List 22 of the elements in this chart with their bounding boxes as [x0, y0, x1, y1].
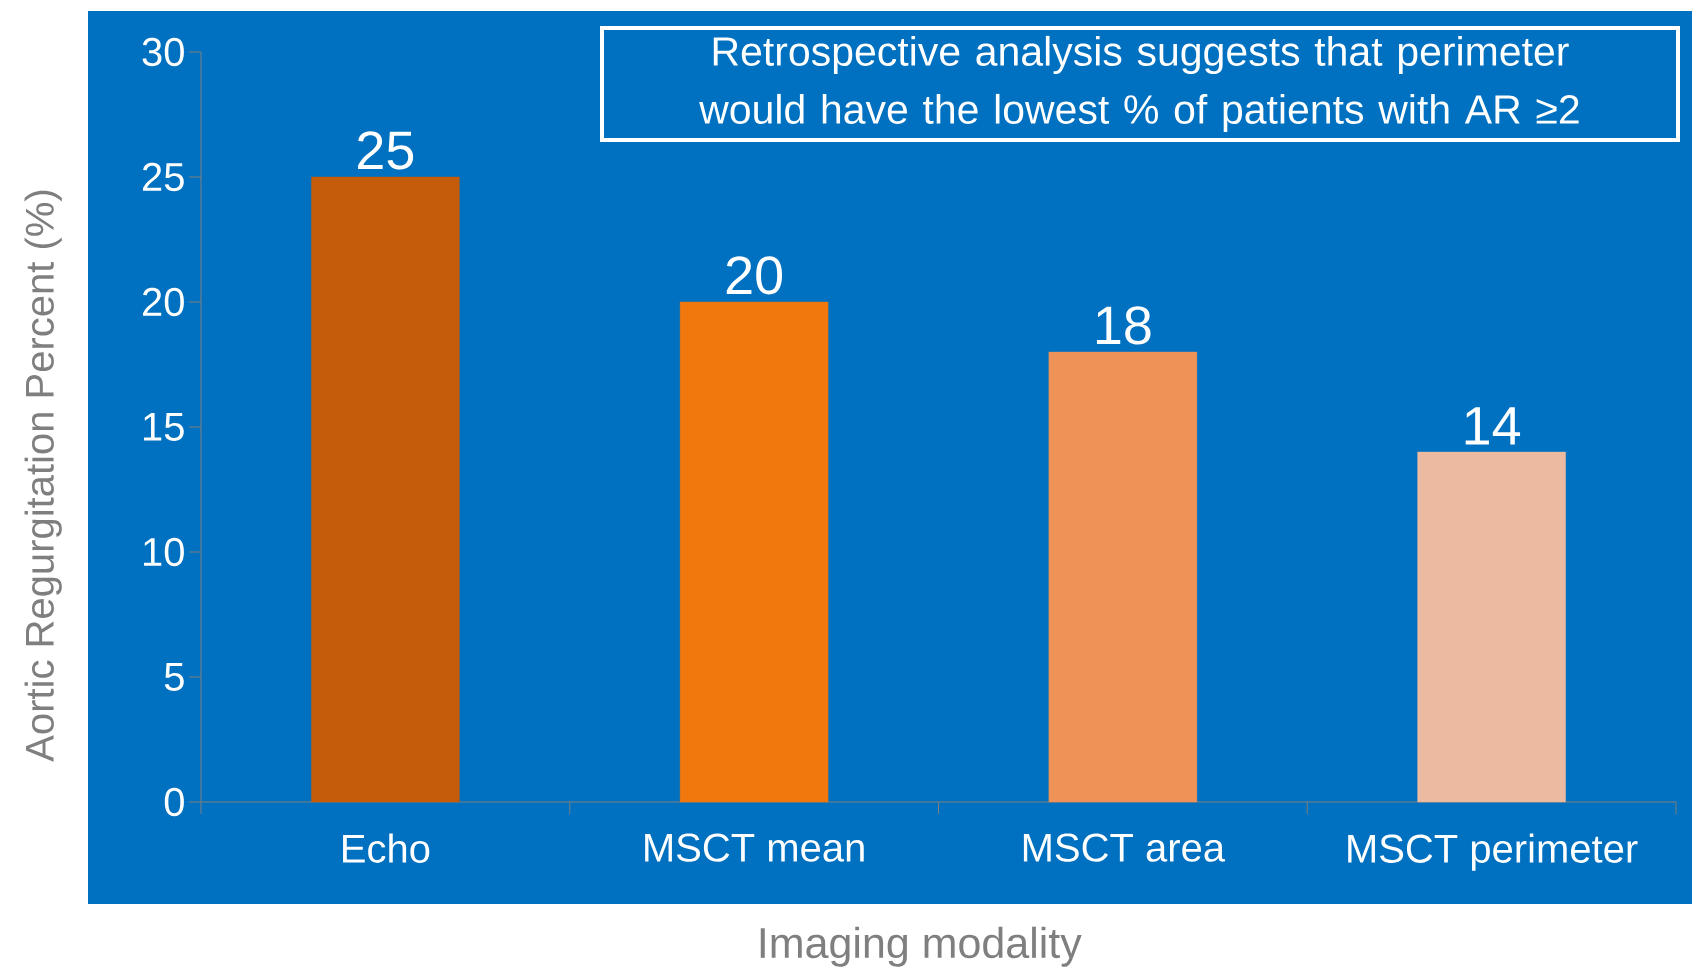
- x-tick-label: MSCT perimeter: [1348, 833, 1638, 871]
- x-tick-label: MSCT mean: [645, 833, 864, 862]
- y-axis-title: Aortic Regurgitation Percent (%): [24, 190, 62, 762]
- y-tick-label: 30: [142, 37, 184, 67]
- data-label: 14: [1465, 407, 1521, 445]
- y-tick-label: 0: [164, 787, 184, 817]
- bar: [1048, 351, 1198, 803]
- data-label: 20: [726, 256, 783, 295]
- annotation: Retrospective analysis suggests that perimeter would have the lowest % of patients with AR ≥2: [699, 35, 1579, 133]
- bar: [679, 301, 829, 803]
- y-tick-label: 10: [144, 537, 184, 567]
- x-tick-label: MSCT area: [1023, 833, 1226, 862]
- y-tick-label: 25: [142, 162, 184, 192]
- x-axis-title: Imaging modality: [760, 926, 1082, 967]
- data-label: 25: [358, 131, 414, 170]
- y-tick-label: 15: [144, 413, 184, 441]
- y-tick-label: 20: [142, 287, 184, 317]
- y-tick-label: 5: [164, 663, 184, 691]
- bar: [311, 176, 460, 803]
- x-tick-label: Echo: [343, 833, 430, 863]
- bar: [1417, 451, 1566, 803]
- data-label: 18: [1096, 306, 1151, 345]
